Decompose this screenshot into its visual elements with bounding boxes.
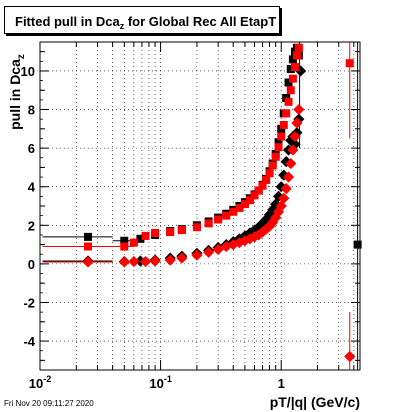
y-axis-label-subscript: z [16,54,27,60]
data-point-diamond [82,256,94,268]
data-point-diamond [149,255,161,267]
data-point-square [120,242,129,251]
data-point-diamond [344,350,356,363]
data-point-square [136,234,145,243]
data-point-diamond [139,255,152,268]
y-tick-label: 10 [21,64,35,79]
data-point-square [268,161,277,170]
data-point-square [274,143,283,152]
data-point-square [222,211,231,220]
data-point-diamond [278,192,290,204]
data-point-square [292,51,301,60]
data-point-diamond [287,144,299,156]
data-point-diamond [134,255,146,267]
data-point-square [192,223,201,232]
chart-title-main: Fitted pull in Dca [15,14,120,29]
data-point-diamond [256,226,269,238]
data-point-diamond [270,211,282,224]
x-tick-label-exponent: -2 [43,374,51,384]
data-point-diamond [128,255,140,268]
data-point-square [277,132,286,141]
data-point-square [284,97,293,106]
data-point-square [250,191,259,200]
data-point-square [286,86,295,95]
data-point-square [83,232,92,241]
y-axis-label: pull in Dcaz [7,37,27,147]
x-tick-label: 10-2 [29,374,51,391]
data-point-square [345,59,354,68]
y-tick-label: -4 [23,334,35,349]
x-tick-label-base: 10 [149,376,163,391]
data-point-square [265,169,274,178]
data-point-diamond [282,171,295,183]
data-point-diamond [203,246,215,258]
data-point-square [245,196,254,205]
data-point-square [294,43,303,52]
data-point-diamond [176,252,188,264]
y-tick-label: -2 [23,295,35,310]
data-point-square [282,109,291,118]
data-point-square [177,226,186,235]
data-point-diamond [289,130,301,143]
data-point-diamond [275,200,287,212]
data-point-square [274,138,283,147]
data-point-square [83,242,92,251]
x-tick-label-base: 10 [29,376,43,391]
data-point-square [204,219,213,228]
x-tick-label: 10-1 [149,374,171,391]
data-point-square [240,200,249,209]
data-point-diamond [285,157,297,170]
x-axis-label: pT/|q| (GeV/c) [269,394,360,410]
chart-title: Fitted pull in Dcaz for Global Rec All E… [15,14,276,31]
data-point-diamond [191,249,203,261]
y-axis-label-main: pull in Dca [7,59,23,130]
data-point-square [120,236,129,245]
chart-title-box: Fitted pull in Dcaz for Global Rec All E… [4,6,280,34]
x-tick-label-exponent: -1 [164,374,172,384]
data-point-square [353,240,362,249]
data-point-square [141,231,150,240]
y-tick-label: 4 [28,180,36,195]
data-point-square [271,152,280,161]
data-point-square [288,74,297,83]
data-point-square [258,181,267,190]
data-point-square [290,63,299,72]
data-point-diamond [164,254,176,266]
timestamp-footer: Fri Nov 20 09:11:27 2020 [4,399,94,408]
data-point-diamond [293,103,305,116]
data-point-diamond [118,256,130,268]
data-point-square [229,207,238,216]
data-point-diamond [280,156,292,168]
data-point-diamond [280,183,292,195]
y-tick-label: 6 [28,141,35,156]
data-point-square [286,65,295,74]
x-tick-label: 1 [278,376,285,391]
data-point-square [235,203,244,212]
data-point-square [279,120,288,129]
data-point-diamond [263,220,276,232]
data-point-square [262,175,271,184]
data-point-square [288,55,297,64]
data-point-diamond [291,117,303,129]
data-point-square [214,215,223,224]
y-tick-label: 0 [28,257,35,272]
y-tick-label: 8 [28,103,35,118]
data-point-square [129,238,138,247]
data-point-diamond [289,138,301,150]
data-point-square [284,78,293,87]
y-tick-label: 2 [28,218,35,233]
chart-title-subscript: z [119,21,125,31]
data-point-square [151,229,160,238]
chart-title-rest: for Global Rec All EtapT [124,14,277,29]
data-point-diamond [270,198,282,210]
data-point-square [254,186,263,195]
data-point-square [166,228,175,237]
plot-area [40,42,360,370]
